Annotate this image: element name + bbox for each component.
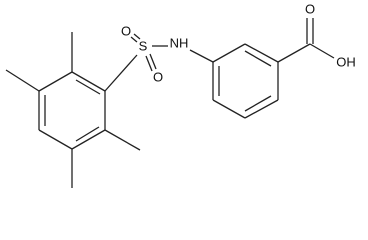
bond <box>71 129 106 150</box>
bond <box>189 49 214 63</box>
bond <box>133 33 141 40</box>
bonds <box>5 18 335 188</box>
atom-label: O <box>153 69 163 84</box>
bond <box>244 95 272 112</box>
bond <box>71 71 106 92</box>
atom-label: NH <box>170 35 189 50</box>
methyl-bond <box>104 129 141 151</box>
methyl-bond <box>5 69 40 92</box>
bond <box>244 99 279 119</box>
bond <box>277 43 311 63</box>
bond <box>212 99 246 119</box>
atom-label: S <box>139 38 148 53</box>
bond <box>145 55 153 72</box>
bond <box>244 50 272 67</box>
bond <box>104 54 138 92</box>
bond <box>130 36 138 43</box>
bond <box>149 53 157 70</box>
atom-label: O <box>305 1 315 16</box>
bond <box>212 43 246 63</box>
bond <box>38 71 73 92</box>
bond <box>244 43 279 63</box>
atom-labels: S O O NH O OH <box>121 1 356 84</box>
bond <box>38 129 73 150</box>
bond <box>75 79 101 95</box>
atom-label: OH <box>336 54 356 69</box>
bond <box>309 43 335 59</box>
bond <box>75 126 100 142</box>
atom-label: O <box>121 23 131 38</box>
molecule-diagram: S O O NH O OH <box>5 1 356 188</box>
